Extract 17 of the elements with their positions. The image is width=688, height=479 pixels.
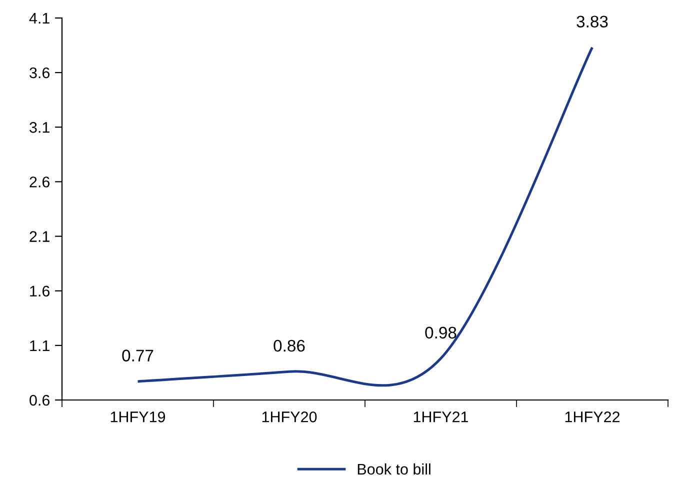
x-tick-label: 1HFY19	[110, 412, 166, 422]
y-tick-label: 3.1	[30, 122, 50, 133]
data-label: 0.86	[274, 340, 305, 352]
x-tick-label: 1HFY21	[414, 412, 468, 422]
x-tick-label: 1HFY20	[262, 412, 317, 422]
legend-label: Book to bill	[358, 463, 430, 475]
data-label: 0.77	[122, 350, 154, 362]
y-tick-label: 2.1	[30, 231, 50, 242]
data-label: 0.98	[425, 326, 456, 339]
data-label: 3.83	[576, 16, 608, 28]
y-tick-label: 3.6	[30, 67, 50, 78]
y-tick-label: 1.6	[30, 286, 50, 297]
y-tick-label: 1.1	[30, 340, 50, 351]
y-tick-label: 0.6	[30, 394, 50, 406]
y-tick-label: 2.6	[30, 176, 50, 188]
x-tick-label: 1HFY22	[565, 412, 620, 422]
y-tick-label: 4.1	[29, 13, 50, 24]
